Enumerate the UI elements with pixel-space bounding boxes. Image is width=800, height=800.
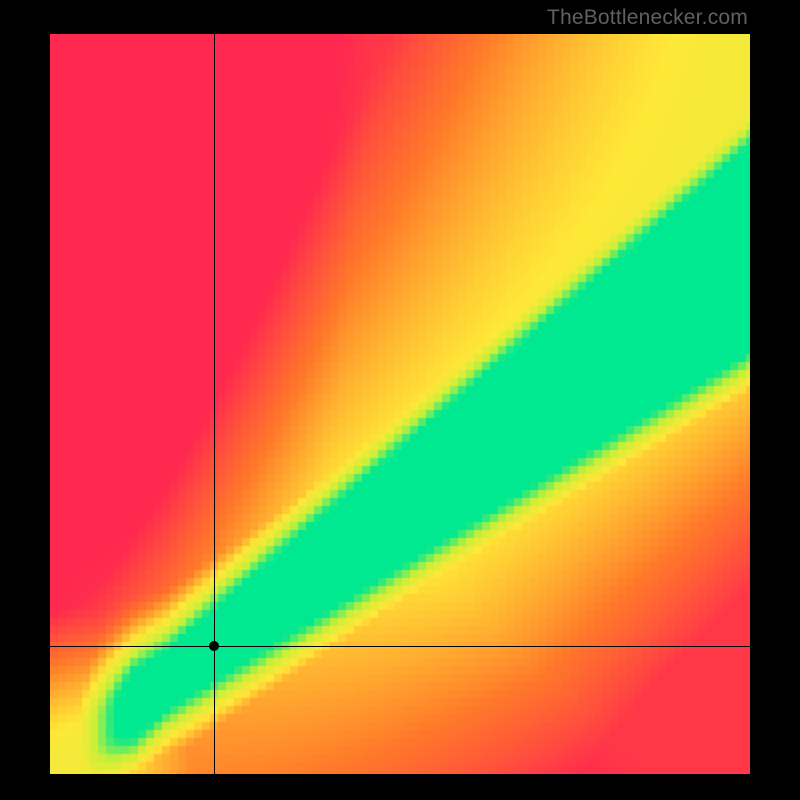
- chart-container: TheBottlenecker.com: [0, 0, 800, 800]
- heatmap-canvas: [50, 34, 750, 774]
- data-point-marker: [209, 641, 219, 651]
- plot-area: [50, 34, 750, 774]
- watermark-text: TheBottlenecker.com: [547, 6, 748, 30]
- crosshair-vertical: [214, 34, 215, 774]
- crosshair-horizontal: [50, 646, 750, 647]
